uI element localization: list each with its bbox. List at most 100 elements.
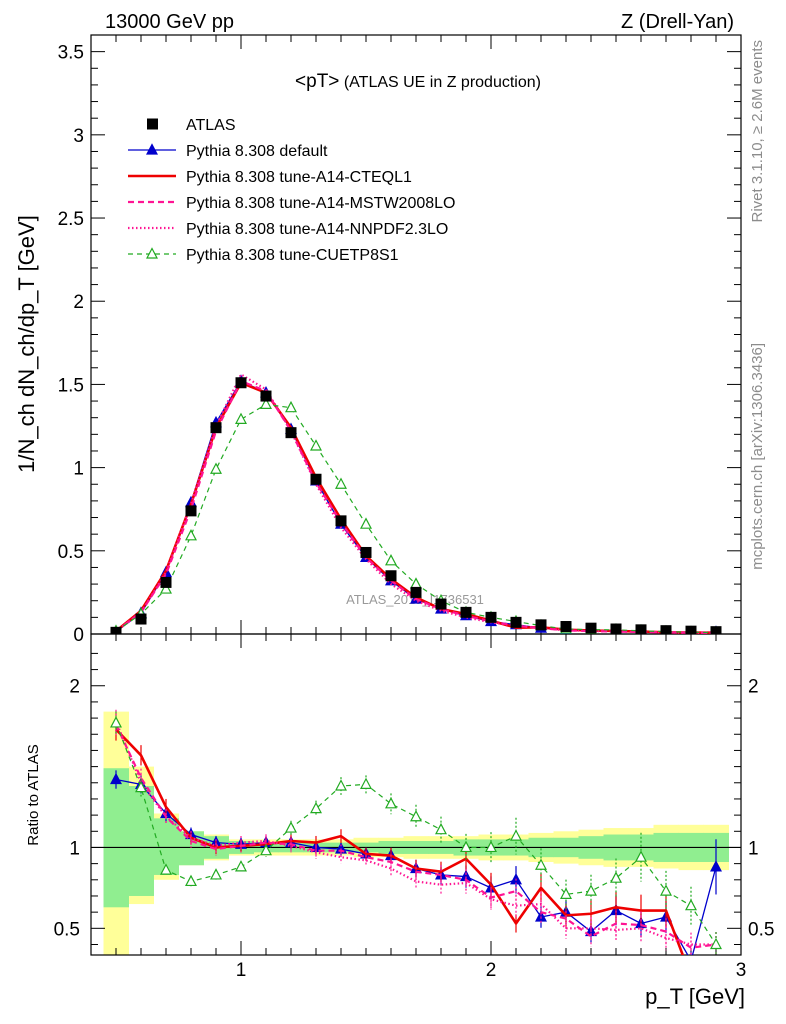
atlas-data-point xyxy=(485,611,497,623)
inner-band-bin xyxy=(103,768,129,908)
atlas-data-point xyxy=(610,623,622,634)
main-y-tick-label: 0.5 xyxy=(58,542,84,563)
atlas-data-point xyxy=(660,625,672,634)
ratio-series-point xyxy=(110,772,122,785)
ratio-y-tick-label-right: 0.5 xyxy=(748,919,774,940)
legend-label: Pythia 8.308 tune-A14-MSTW2008LO xyxy=(186,195,455,212)
ratio-series-point xyxy=(710,937,722,950)
legend-label: Pythia 8.308 tune-CUETP8S1 xyxy=(186,247,399,264)
ratio-series-point xyxy=(410,809,422,822)
atlas-data-point xyxy=(510,616,522,628)
chart-title-sub: (ATLAS UE in Z production) xyxy=(339,74,541,91)
x-tick-label: 2 xyxy=(486,960,497,981)
ratio-series-point xyxy=(535,858,547,870)
ratio-series-point xyxy=(385,797,397,809)
ratio-frame xyxy=(90,633,742,956)
ratio-series-point xyxy=(710,860,722,872)
ratio-series-point xyxy=(210,868,222,880)
ratio-series-point xyxy=(110,716,122,728)
main-y-tick-label: 1.5 xyxy=(58,375,84,396)
ratio-series-point xyxy=(135,780,147,793)
ratio-series-point xyxy=(235,860,247,872)
ratio-series-point xyxy=(510,829,522,841)
legend: ATLAS Pythia 8.308 default Pythia 8.308 tu… xyxy=(128,117,455,264)
atlas-data-point xyxy=(410,586,422,598)
ratio-series-point xyxy=(335,779,347,791)
atlas-data-point xyxy=(585,622,597,634)
header-right: Z (Drell-Yan) xyxy=(621,11,734,33)
atlas-data-point xyxy=(110,626,122,634)
legend-label: Pythia 8.308 default xyxy=(186,143,328,160)
legend-label: ATLAS xyxy=(186,117,236,134)
main-series-point xyxy=(285,400,297,413)
atlas-data-point xyxy=(385,570,397,582)
main-y-axis-label: 1/N_ch dN_ch/dp_T [GeV] xyxy=(14,215,39,473)
legend-atlas-marker xyxy=(147,118,158,130)
chart-title: <pT> (ATLAS UE in Z production) xyxy=(295,71,541,92)
main-series-point xyxy=(235,412,247,424)
ratio-y-tick-label-right: 1 xyxy=(748,838,759,859)
legend-marker xyxy=(146,247,158,259)
atlas-data-point xyxy=(260,390,272,402)
ratio-series-point xyxy=(260,843,272,856)
atlas-data-point xyxy=(535,619,547,631)
ratio-series-point xyxy=(690,953,692,955)
atlas-data-point xyxy=(710,626,722,634)
ratio-series-point xyxy=(685,898,697,911)
ratio-y-axis-label: Ratio to ATLAS xyxy=(25,744,42,845)
atlas-data-point xyxy=(285,427,297,439)
rivet-version-label: Rivet 3.1.10, ≥ 2.6M events xyxy=(749,40,766,223)
ratio-series-point xyxy=(360,777,372,789)
ratio-y-tick-label: 2 xyxy=(69,677,80,698)
main-series-point xyxy=(335,477,347,489)
mcplots-label: mcplots.cern.ch [arXiv:1306.3436] xyxy=(749,343,766,570)
main-series-point xyxy=(385,554,397,566)
main-y-tick-label: 2.5 xyxy=(58,209,84,230)
atlas-data-point xyxy=(160,576,172,588)
legend-label: Pythia 8.308 tune-A14-NNPDF2.3LO xyxy=(186,221,448,238)
header-left: 13000 GeV pp xyxy=(105,11,234,33)
main-series-layer xyxy=(110,373,722,634)
x-tick-label: 1 xyxy=(236,960,247,981)
ratio-y-tick-label: 1 xyxy=(69,838,80,859)
ratio-series-point xyxy=(585,884,597,896)
ratio-series-point xyxy=(610,871,622,883)
atlas-data-point xyxy=(310,473,322,485)
main-series-point xyxy=(260,397,272,409)
atlas-data-point xyxy=(135,613,147,625)
ratio-series-point xyxy=(560,887,572,899)
x-tick-label: 3 xyxy=(736,960,747,981)
ratio-series-point xyxy=(485,840,497,853)
axis-ticks: 1 2 3 0 0.5 1 1.5 2 2.5 3 3.5 0.5 0.5 1 1 2 2 xyxy=(54,35,774,981)
main-y-tick-label: 3.5 xyxy=(58,43,84,64)
ratio-series-point xyxy=(435,822,447,835)
legend-marker xyxy=(146,143,158,155)
main-series-point xyxy=(185,529,197,541)
main-y-tick-label: 0 xyxy=(73,625,84,646)
ratio-series-point xyxy=(185,874,197,887)
atlas-data-point xyxy=(685,625,697,634)
atlas-data-point xyxy=(335,515,347,527)
ratio-y-tick-label: 0.5 xyxy=(54,919,80,940)
ratio-y-tick-label-right: 2 xyxy=(748,677,759,698)
main-series-point xyxy=(210,462,222,474)
ratio-series-point xyxy=(285,821,297,833)
main-y-tick-label: 3 xyxy=(73,126,84,147)
ratio-series-point xyxy=(660,884,672,896)
x-axis-label: p_T [GeV] xyxy=(645,984,745,1009)
ratio-series-point xyxy=(310,801,322,814)
ratio-series-point xyxy=(160,863,172,875)
main-series-point xyxy=(360,517,372,529)
atlas-data-point xyxy=(210,422,222,434)
ratio-series-layer xyxy=(110,709,722,955)
atlas-data-point xyxy=(360,546,372,558)
atlas-data-point xyxy=(560,621,572,633)
main-y-tick-label: 2 xyxy=(73,292,84,313)
main-series-point xyxy=(310,439,322,451)
main-series-point xyxy=(160,582,172,594)
atlas-data-point xyxy=(235,377,247,389)
atlas-data-point xyxy=(185,505,197,517)
inner-band-bin xyxy=(128,786,154,896)
atlas-data-point xyxy=(635,624,647,634)
